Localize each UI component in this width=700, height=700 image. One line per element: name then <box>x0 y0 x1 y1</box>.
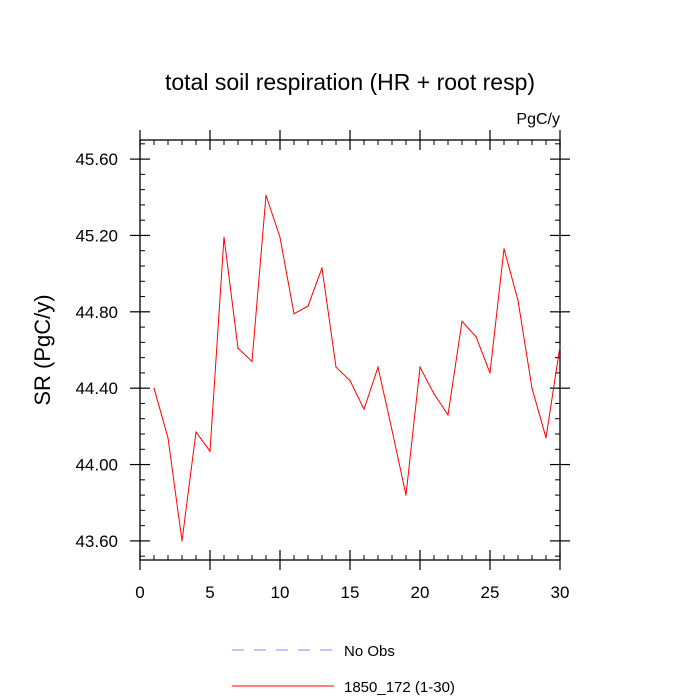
data-point <box>377 366 379 368</box>
data-point <box>237 347 239 349</box>
data-point <box>531 387 533 389</box>
data-point <box>517 299 519 301</box>
data-point <box>279 236 281 238</box>
data-point <box>433 393 435 395</box>
y-tick-label: 45.20 <box>75 226 118 245</box>
chart-title: total soil respiration (HR + root resp) <box>165 69 535 95</box>
units-label: PgC/y <box>516 111 560 128</box>
data-point <box>293 313 295 315</box>
data-point <box>489 372 491 374</box>
data-point <box>461 320 463 322</box>
y-axis-label: SR (PgC/y) <box>30 294 55 405</box>
series-line <box>153 195 561 541</box>
x-tick-label: 0 <box>135 583 144 602</box>
plot-frame <box>139 139 561 561</box>
x-tick-label: 5 <box>205 583 214 602</box>
axis-tick-labels: 0 5 10 15 20 25 30 43.60 44.00 44.40 44.80 45.20 45.… <box>75 150 569 602</box>
data-point <box>321 267 323 269</box>
data-point <box>335 366 337 368</box>
data-point <box>307 305 309 307</box>
legend-label: No Obs <box>344 643 395 660</box>
data-point <box>503 248 505 250</box>
series-layer <box>153 194 561 542</box>
data-point <box>363 408 365 410</box>
data-point <box>251 360 253 363</box>
data-point <box>405 494 407 496</box>
legend-label: 1850_172 (1-30) <box>344 679 455 696</box>
data-point <box>223 236 225 238</box>
data-point <box>265 194 267 196</box>
axis-ticks <box>130 130 570 570</box>
x-tick-label: 15 <box>341 583 360 602</box>
data-point <box>391 429 393 431</box>
data-point <box>167 437 169 439</box>
data-point <box>153 387 155 389</box>
data-point <box>447 414 449 416</box>
x-tick-label: 10 <box>271 583 290 602</box>
x-tick-label: 30 <box>551 583 570 602</box>
data-point <box>209 450 211 452</box>
data-point <box>349 379 351 382</box>
data-point <box>419 366 421 368</box>
data-point <box>475 336 477 338</box>
y-tick-label: 43.60 <box>75 532 118 551</box>
data-point <box>559 345 561 347</box>
data-point <box>545 437 547 439</box>
x-tick-label: 20 <box>411 583 430 602</box>
y-tick-label: 44.40 <box>75 379 118 398</box>
y-tick-label: 44.80 <box>75 303 118 322</box>
legend: No Obs 1850_172 (1-30) <box>232 643 455 696</box>
data-point <box>181 540 183 542</box>
y-tick-label: 45.60 <box>75 150 118 169</box>
x-tick-label: 25 <box>481 583 500 602</box>
y-tick-label: 44.00 <box>75 456 118 475</box>
data-point <box>195 431 197 433</box>
